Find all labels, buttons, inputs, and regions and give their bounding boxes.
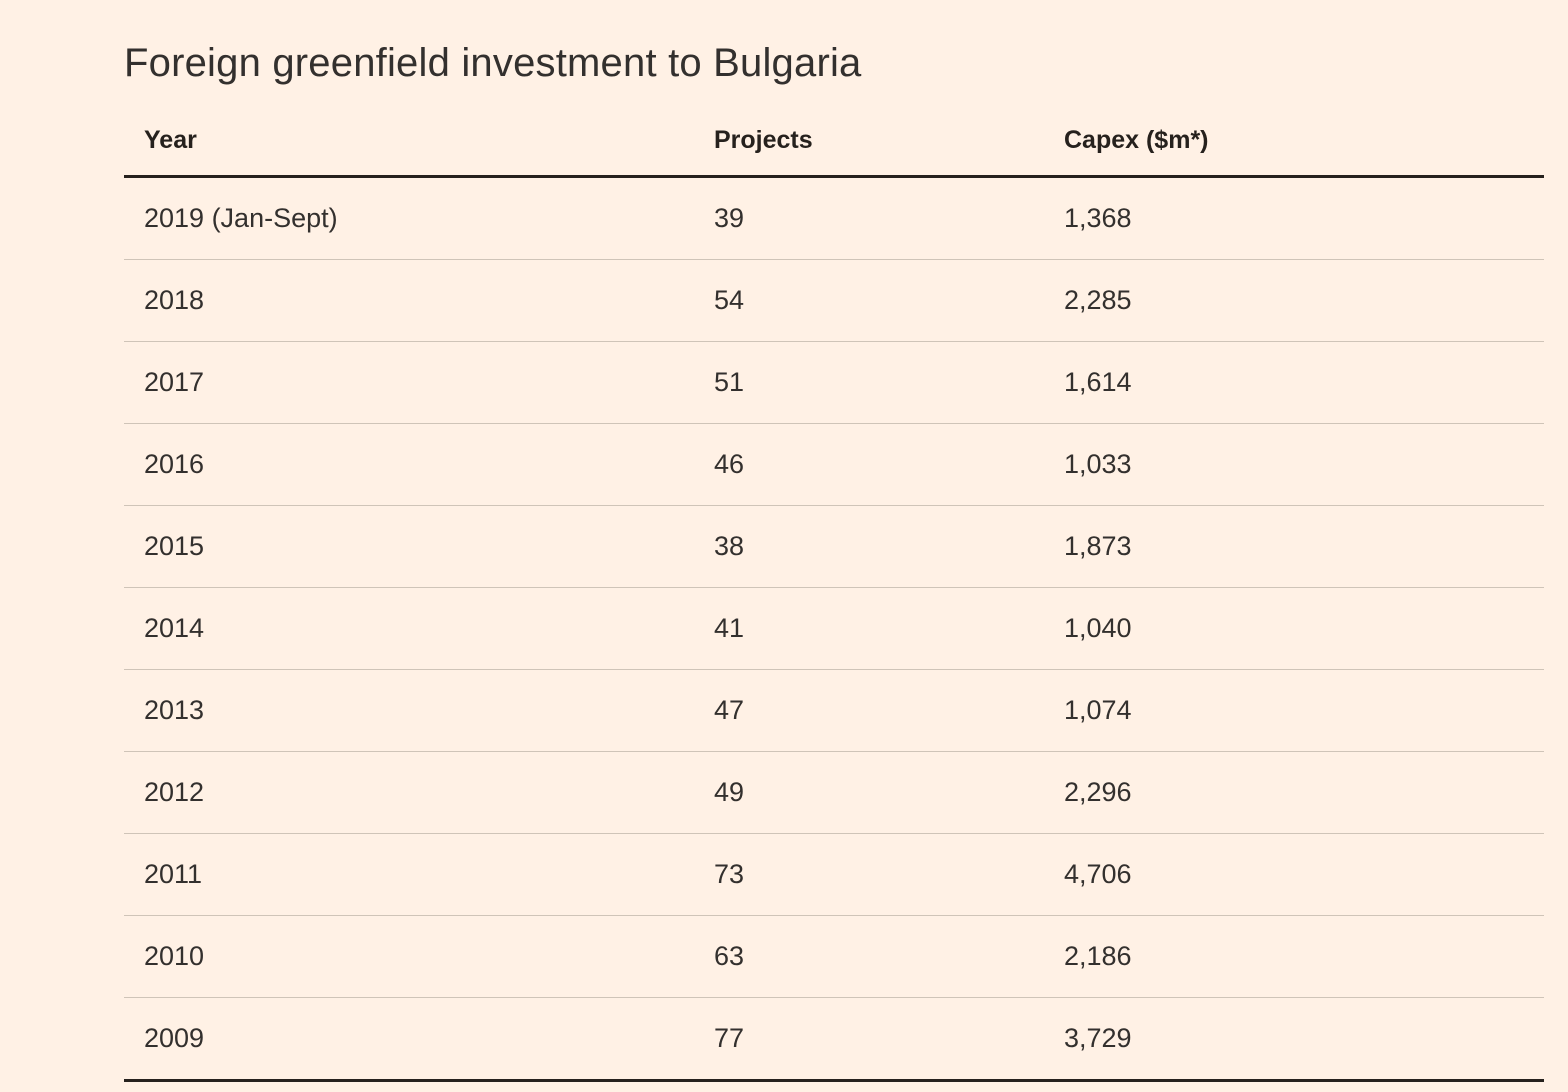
table-row: 2010 63 2,186 (124, 915, 1544, 998)
year-cell: 2019 (Jan-Sept) (124, 176, 694, 260)
year-cell: 2009 (124, 997, 694, 1082)
projects-cell: 77 (694, 997, 1044, 1082)
capex-cell: 1,368 (1044, 176, 1544, 260)
year-cell: 2014 (124, 587, 694, 670)
capex-cell: 1,033 (1044, 423, 1544, 506)
table-header: Year Projects Capex ($m*) (124, 112, 1544, 178)
projects-cell: 49 (694, 751, 1044, 834)
year-cell: 2017 (124, 341, 694, 424)
projects-cell: 38 (694, 505, 1044, 588)
table-row: 2015 38 1,873 (124, 505, 1544, 588)
capex-cell: 3,729 (1044, 997, 1544, 1082)
table-row: 2019 (Jan-Sept) 39 1,368 (124, 176, 1544, 260)
table-row: 2011 73 4,706 (124, 833, 1544, 916)
year-cell: 2010 (124, 915, 694, 998)
table-row: 2016 46 1,033 (124, 423, 1544, 506)
table-row: 2013 47 1,074 (124, 669, 1544, 752)
table-row: 2017 51 1,614 (124, 341, 1544, 424)
capex-cell: 2,186 (1044, 915, 1544, 998)
projects-cell: 51 (694, 341, 1044, 424)
table-row: 2009 77 3,729 (124, 997, 1544, 1082)
capex-cell: 1,614 (1044, 341, 1544, 424)
column-header-projects: Projects (694, 112, 1044, 178)
projects-cell: 54 (694, 259, 1044, 342)
table-body: 2019 (Jan-Sept) 39 1,368 2018 54 2,285 2017 51 1… (124, 176, 1544, 1082)
column-header-capex: Capex ($m*) (1044, 112, 1544, 178)
capex-cell: 1,873 (1044, 505, 1544, 588)
investment-table: Year Projects Capex ($m*) 2019 (Jan-Sept… (124, 112, 1544, 1082)
chart-title: Foreign greenfield investment to Bulgari… (124, 41, 862, 85)
capex-cell: 2,296 (1044, 751, 1544, 834)
capex-cell: 1,040 (1044, 587, 1544, 670)
capex-cell: 1,074 (1044, 669, 1544, 752)
column-header-year: Year (124, 112, 694, 178)
table-row: 2014 41 1,040 (124, 587, 1544, 670)
table-row: 2018 54 2,285 (124, 259, 1544, 342)
projects-cell: 63 (694, 915, 1044, 998)
capex-cell: 4,706 (1044, 833, 1544, 916)
projects-cell: 39 (694, 176, 1044, 260)
year-cell: 2012 (124, 751, 694, 834)
header-row: Year Projects Capex ($m*) (124, 112, 1544, 178)
year-cell: 2018 (124, 259, 694, 342)
projects-cell: 46 (694, 423, 1044, 506)
capex-cell: 2,285 (1044, 259, 1544, 342)
projects-cell: 47 (694, 669, 1044, 752)
projects-cell: 73 (694, 833, 1044, 916)
year-cell: 2016 (124, 423, 694, 506)
year-cell: 2013 (124, 669, 694, 752)
year-cell: 2011 (124, 833, 694, 916)
table-row: 2012 49 2,296 (124, 751, 1544, 834)
year-cell: 2015 (124, 505, 694, 588)
projects-cell: 41 (694, 587, 1044, 670)
